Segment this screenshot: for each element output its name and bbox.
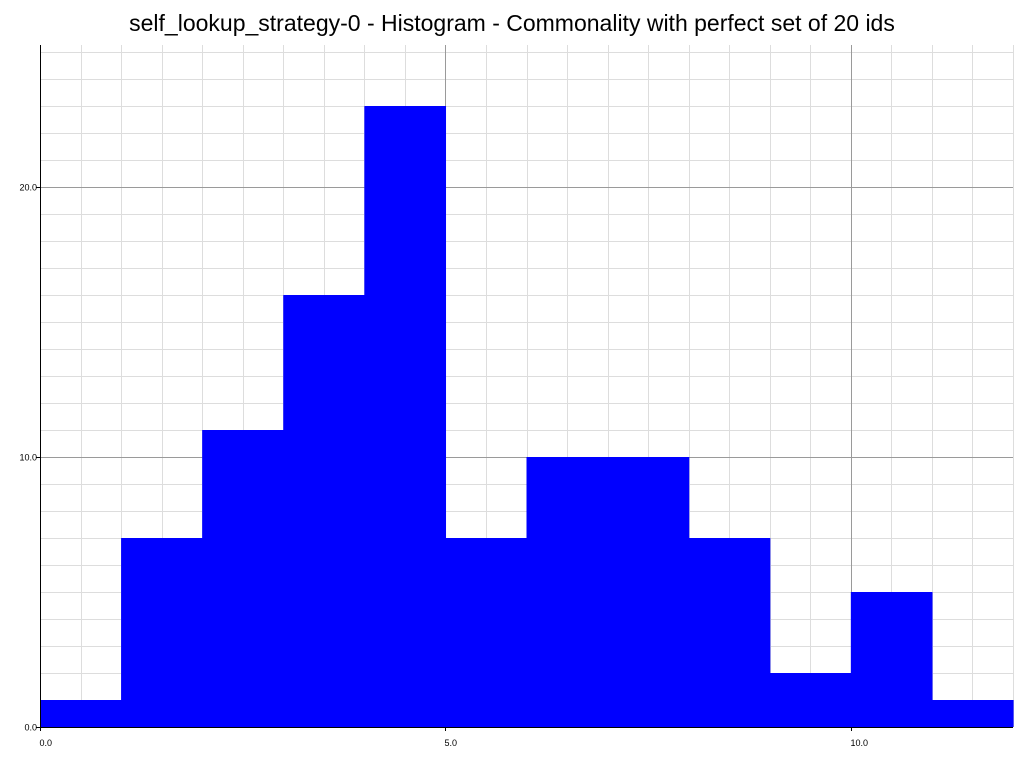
- x-tick-label: 5.0: [445, 738, 458, 748]
- histogram-bar-3: [283, 295, 365, 727]
- histogram-bar-5: [445, 538, 528, 727]
- histogram-bar-4: [364, 106, 447, 727]
- y-tick-label: 10.0: [19, 453, 37, 463]
- y-axis-ticks: 0.0 10.0 20.0: [19, 183, 40, 733]
- x-axis-ticks: 0.0 5.0 10.0: [40, 727, 869, 748]
- x-tick-label: 10.0: [851, 738, 869, 748]
- histogram-bar-2: [202, 430, 284, 727]
- y-tick-label: 0.0: [24, 723, 37, 733]
- histogram-bars: [40, 106, 1014, 727]
- histogram-bar-10: [850, 592, 933, 727]
- y-tick-label: 20.0: [19, 183, 37, 193]
- chart-title: self_lookup_strategy-0 - Histogram - Com…: [129, 10, 895, 36]
- histogram-bar-7: [607, 457, 690, 727]
- histogram-bar-6: [526, 457, 609, 727]
- histogram-bar-11: [931, 700, 1014, 727]
- x-tick-label: 0.0: [40, 738, 53, 748]
- histogram-bar-1: [121, 538, 203, 727]
- histogram-bar-8: [688, 538, 771, 727]
- histogram-bar-0: [40, 700, 122, 727]
- axes: [40, 45, 1013, 728]
- histogram-bar-9: [769, 673, 852, 727]
